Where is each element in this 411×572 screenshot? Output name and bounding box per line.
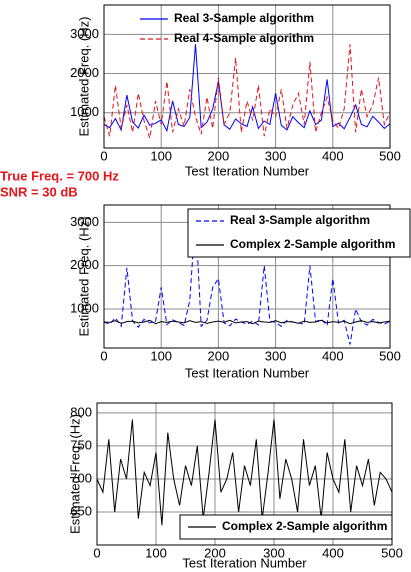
y-tick-label: 3000 <box>70 26 99 41</box>
y-axis-label: Estimated Freq. (Hz) <box>67 414 82 534</box>
x-tick-label: 0 <box>93 545 100 560</box>
x-axis-label: Test Iteration Number <box>185 163 310 178</box>
y-axis-label: Estimated Freq. (Hz) <box>76 217 91 337</box>
axes-frame <box>96 402 393 546</box>
x-tick-label: 200 <box>208 148 230 163</box>
x-tick-label: 0 <box>100 348 107 363</box>
x-axis-label: Test Iteration Number <box>182 555 307 570</box>
axes-frame <box>103 204 391 349</box>
axes-frame <box>103 4 391 149</box>
y-tick-label: 1000 <box>70 300 99 315</box>
x-tick-label: 300 <box>265 148 287 163</box>
x-tick-label: 200 <box>208 348 230 363</box>
x-tick-label: 300 <box>265 348 287 363</box>
y-axis-label: Estimated Freq. (Hz) <box>76 17 91 137</box>
data-line <box>103 319 391 325</box>
y-tick-label: 650 <box>70 503 92 518</box>
x-tick-label: 0 <box>100 148 107 163</box>
y-tick-label: 1000 <box>70 104 99 119</box>
x-tick-label: 300 <box>263 545 285 560</box>
x-tick-label: 400 <box>322 148 344 163</box>
x-tick-label: 500 <box>379 348 401 363</box>
data-line <box>103 44 391 139</box>
x-tick-label: 100 <box>150 148 172 163</box>
data-line <box>103 215 391 345</box>
legend-label: Complex 2-Sample algorithm <box>230 237 395 251</box>
legend-label: Complex 2-Sample algorithm <box>222 519 387 533</box>
x-tick-label: 100 <box>145 545 167 560</box>
x-tick-label: 400 <box>322 348 344 363</box>
annotation: SNR = 30 dB <box>0 184 78 199</box>
x-tick-label: 100 <box>150 348 172 363</box>
legend-label: Real 3-Sample algorithm <box>230 213 370 227</box>
y-tick-label: 750 <box>70 437 92 452</box>
x-tick-label: 200 <box>204 545 226 560</box>
x-tick-label: 400 <box>322 545 344 560</box>
y-tick-label: 800 <box>70 404 92 419</box>
x-tick-label: 500 <box>381 545 403 560</box>
y-tick-label: 3000 <box>70 214 99 229</box>
x-tick-label: 500 <box>379 148 401 163</box>
legend-label: Real 3-Sample algorithm <box>174 11 314 25</box>
y-tick-label: 2000 <box>70 65 99 80</box>
y-tick-label: 700 <box>70 470 92 485</box>
x-axis-label: Test Iteration Number <box>185 365 310 380</box>
y-tick-label: 2000 <box>70 257 99 272</box>
annotation: True Freq. = 700 Hz <box>0 168 119 183</box>
legend-label: Real 4-Sample algorithm <box>174 31 314 45</box>
legend-box <box>187 208 411 258</box>
data-line <box>96 419 393 526</box>
